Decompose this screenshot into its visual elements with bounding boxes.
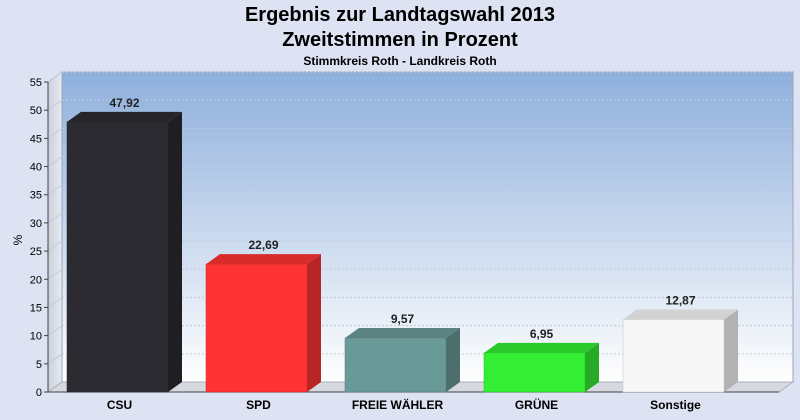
data-label: 12,87 [665,293,695,307]
gridline-side [47,268,63,280]
x-tick-label: Sonstige [650,398,701,412]
y-tick-label: 55 [30,77,42,89]
x-tick-label: CSU [107,398,132,412]
chart-title: Ergebnis zur Landtagswahl 2013 [244,4,556,26]
bar-top [623,309,738,320]
gridline-side [47,240,63,252]
gridline-side [47,184,63,196]
chart-subtitle: Zweitstimmen in Prozent [282,29,518,51]
value-labels: 47,92 22,69 9,57 6,95 12,87 [109,96,695,341]
y-tick-label: 25 [30,246,42,258]
bar-top [345,328,460,339]
bar-freie-w-hler [344,328,460,393]
bar-side [446,328,460,392]
gridline-side [47,156,63,167]
gridline-side [47,297,63,308]
y-tick-label: 30 [30,218,42,230]
category-labels: CSU SPD FREIE WÄHLER GRÜNE Sonstige [107,397,701,412]
data-label: 6,95 [530,327,554,341]
gridline-side [47,127,63,139]
gridline-side [47,325,63,337]
bar-front [483,352,586,393]
y-tick-label: 10 [30,331,42,343]
data-label: 47,92 [109,96,139,110]
bar-spd [205,254,321,393]
bar-side [585,342,599,392]
bar-gr-ne [483,342,599,393]
bar-sonstige [622,309,738,393]
x-tick-label: SPD [246,398,271,412]
bars [66,111,738,393]
axes: 0 5 10 15 20 25 30 35 40 45 50 55 [30,77,779,399]
y-tick-label: 50 [30,105,42,117]
y-tick-label: 15 [30,302,42,314]
data-label: 22,69 [248,238,278,252]
bar-side [168,111,182,392]
bar-top [484,342,599,353]
y-tick-label: 5 [36,359,42,371]
x-tick-label: FREIE WÄHLER [352,397,444,412]
plot-side-wall [47,71,63,393]
bar-front [205,263,308,393]
bar-csu [66,111,182,393]
gridline-side [47,353,63,365]
x-tick-label: GRÜNE [515,397,558,412]
y-tick-label: 40 [30,162,42,174]
bar-top [206,254,321,265]
gridline-side [47,71,63,83]
y-tick-label: 35 [30,190,42,202]
gridline-side [47,99,63,111]
bar-front [622,319,725,393]
y-tick-label: 20 [30,274,42,286]
bar-side [307,254,321,392]
y-tick-label: 45 [30,133,42,145]
y-axis-label: % [11,234,25,245]
bar-front [344,337,447,393]
bar-side [724,309,738,392]
data-label: 9,57 [391,312,415,326]
bar-front [66,121,169,393]
bar-top [67,111,182,122]
gridline-side [47,212,63,224]
chart-caption: Stimmkreis Roth - Landkreis Roth [303,54,497,68]
y-tick-label: 0 [36,387,42,399]
